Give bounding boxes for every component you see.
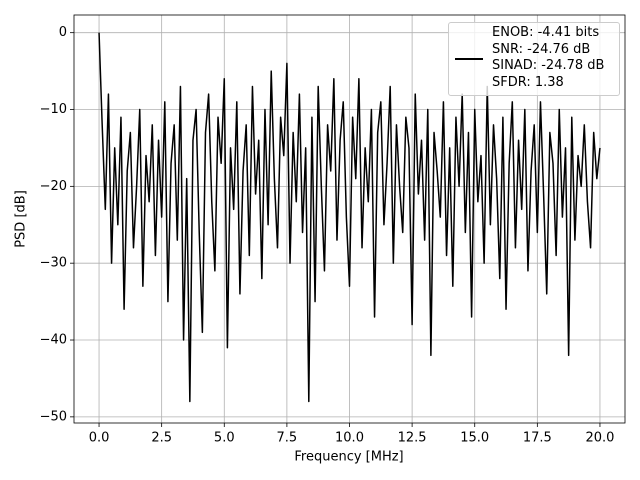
x-tick-label: 20.0: [585, 431, 614, 446]
y-axis-label: PSD [dB]: [14, 190, 29, 248]
x-tick-label: 17.5: [523, 431, 552, 446]
y-tick-label: −40: [40, 333, 67, 348]
y-tick-label: 0: [59, 25, 67, 40]
x-tick-label: 10.0: [335, 431, 364, 446]
y-tick-label: −50: [40, 409, 67, 424]
x-tick-label: 5.0: [214, 431, 235, 446]
x-tick-label: 15.0: [460, 431, 489, 446]
y-tick-label: −30: [40, 256, 67, 271]
legend: ENOB: -4.41 bits SNR: -24.76 dB SINAD: -…: [448, 22, 620, 96]
legend-swatch: [455, 58, 483, 60]
x-tick-label: 0.0: [89, 431, 110, 446]
x-tick-label: 12.5: [398, 431, 427, 446]
x-axis-label: Frequency [MHz]: [294, 450, 403, 465]
plot-frame: [73, 14, 626, 424]
y-tick-label: −20: [40, 179, 67, 194]
y-tick-label: −10: [40, 102, 67, 117]
x-tick-label: 7.5: [277, 431, 298, 446]
legend-label: ENOB: -4.41 bits SNR: -24.76 dB SINAD: -…: [492, 25, 605, 90]
x-tick-label: 2.5: [151, 431, 172, 446]
data-line: [98, 32, 601, 403]
